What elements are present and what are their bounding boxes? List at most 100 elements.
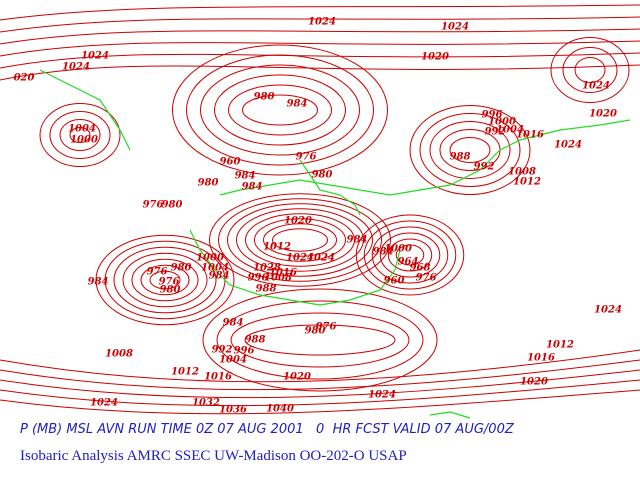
isobar (254, 218, 346, 262)
contour-label: 1020 (520, 377, 548, 388)
contour-label: 1024 (286, 253, 314, 264)
isobar (202, 288, 438, 392)
contour-label: 964 (398, 257, 419, 268)
isobar (0, 359, 640, 391)
contour-label: 1036 (219, 405, 247, 416)
isobar (550, 37, 630, 103)
isobar (131, 258, 199, 302)
contour-label: 1012 (513, 177, 541, 188)
contour-label: 1032 (192, 398, 220, 409)
isobar (0, 28, 640, 45)
isobar (242, 94, 318, 126)
contour-label: 976 (316, 322, 337, 333)
contour-label: 1016 (204, 372, 232, 383)
contour-label: 1024 (441, 22, 469, 33)
contour-label: 1008 (264, 273, 292, 284)
contour-label: 1024 (582, 81, 610, 92)
contour-label: 968 (410, 263, 431, 274)
contour-label: 1012 (546, 340, 574, 351)
contour-label: 1020 (283, 372, 311, 383)
contour-label: 1004 (219, 355, 247, 366)
contour-label: 1024 (307, 253, 335, 264)
contour-label: 1040 (266, 404, 294, 415)
contour-label: 1024 (308, 17, 336, 28)
isobar (0, 16, 640, 33)
contour-label: 1016 (269, 268, 297, 279)
contour-label: 1012 (171, 367, 199, 378)
contour-label: 976 (416, 273, 437, 284)
coastline (219, 119, 631, 196)
isobar (379, 232, 441, 278)
contour-label: 1016 (527, 353, 555, 364)
isobar (39, 103, 121, 167)
caption-line-2: Isobaric Analysis AMRC SSEC UW-Madison O… (20, 448, 407, 464)
isobar (227, 203, 373, 277)
contour-label: 1024 (554, 140, 582, 151)
contour-label: 980 (305, 326, 326, 337)
isobar (245, 213, 355, 267)
contour-label: 984 (235, 171, 256, 182)
contour-label: 1020 (589, 109, 617, 120)
contour-label: 1016 (516, 130, 544, 141)
contour-label: 980 (312, 170, 333, 181)
contour-label: 988 (256, 284, 277, 295)
contour-label: 988 (245, 335, 266, 346)
contour-label: 980 (162, 200, 183, 211)
isobar (429, 121, 511, 179)
isobar (218, 198, 382, 282)
contour-label: 976 (159, 277, 180, 288)
isobar (387, 238, 433, 272)
contour-label: 020 (14, 73, 35, 84)
contour-label: 976 (147, 267, 168, 278)
contour-label: 996 (248, 273, 269, 284)
contour-label: 976 (143, 200, 164, 211)
isobar (228, 84, 332, 136)
contour-label: 1000 (196, 253, 224, 264)
contour-label: 980 (171, 263, 192, 274)
isobar (200, 64, 360, 156)
isobar (363, 220, 457, 290)
isobar (562, 47, 618, 93)
contour-label: 1024 (594, 305, 622, 316)
isobar (122, 252, 208, 308)
caption-line-1: P (MB) MSL AVN RUN TIME 0Z 07 AUG 2001 0… (20, 422, 515, 437)
contour-label: 980 (160, 285, 181, 296)
contour-label: 1024 (90, 398, 118, 409)
isobar (230, 312, 410, 368)
contour-label: 988 (450, 152, 471, 163)
isobar (0, 40, 640, 57)
contour-label: 984 (347, 235, 368, 246)
coastline (189, 229, 401, 306)
contour-label: 1008 (105, 349, 133, 360)
isobar (0, 349, 640, 383)
isobar (0, 369, 640, 399)
contour-label: 960 (220, 157, 241, 168)
contour-label: 1004 (68, 124, 96, 135)
isobar (355, 214, 465, 296)
contour-label: 1008 (508, 167, 536, 178)
isobar (409, 105, 531, 195)
isobar (209, 193, 391, 287)
contour-label: 1000 (384, 244, 412, 255)
contour-label: 1000 (70, 135, 98, 146)
contour-label: 996 (234, 346, 255, 357)
isobar (244, 324, 396, 356)
coastlines (39, 69, 631, 419)
coastline (429, 411, 471, 419)
contour-label: 1024 (81, 51, 109, 62)
contour-label: 1024 (62, 62, 90, 73)
coastline (39, 69, 131, 151)
contour-label: 1012 (263, 242, 291, 253)
isobar (574, 57, 606, 83)
contour-label: 984 (287, 99, 308, 110)
contour-label: 984 (373, 247, 394, 258)
contour-label: 980 (198, 178, 219, 189)
contour-label: 980 (254, 92, 275, 103)
contour-label: 992 (474, 162, 495, 173)
contour-label: 992 (485, 127, 506, 138)
isobar (0, 379, 640, 407)
isobar (371, 226, 449, 284)
contour-label: 1000 (488, 117, 516, 128)
isobar (140, 264, 190, 296)
